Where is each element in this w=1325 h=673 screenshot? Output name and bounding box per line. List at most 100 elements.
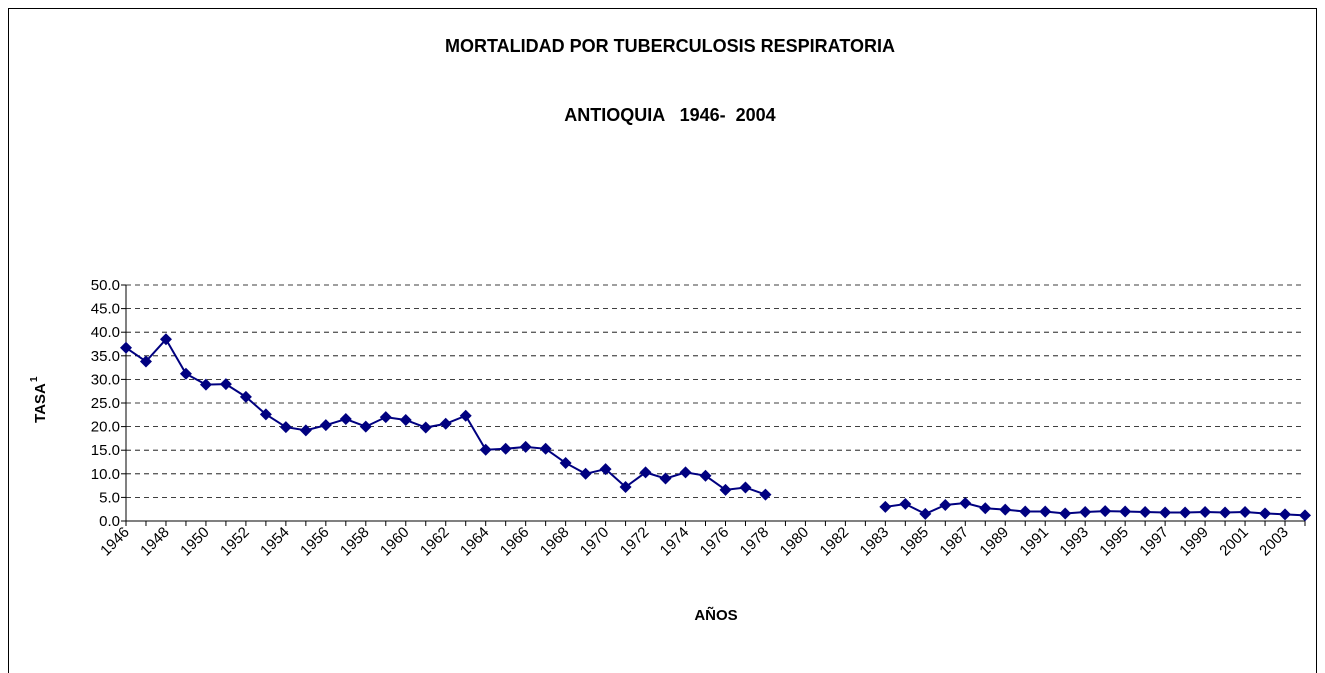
- data-point: [319, 419, 332, 432]
- data-point: [1019, 505, 1032, 518]
- data-point: [559, 456, 572, 469]
- x-tick-label: 1948: [137, 524, 173, 560]
- data-point: [1259, 507, 1272, 520]
- data-point: [499, 442, 512, 455]
- data-point: [1119, 505, 1132, 518]
- data-point: [759, 488, 772, 501]
- data-point: [159, 333, 172, 346]
- data-point: [599, 463, 612, 476]
- x-tick-label: 1968: [537, 524, 573, 560]
- data-point: [279, 421, 292, 434]
- data-point: [999, 503, 1012, 516]
- chart-title: MORTALIDAD POR TUBERCULOSIS RESPIRATORIA: [445, 36, 895, 56]
- y-tick-label: 15.0: [91, 442, 120, 459]
- data-point: [239, 390, 252, 403]
- data-point: [539, 442, 552, 455]
- data-point: [120, 341, 132, 354]
- data-point: [659, 472, 672, 485]
- y-tick-label: 10.0: [91, 466, 120, 483]
- x-tick-label: 1956: [297, 524, 333, 560]
- y-axis-title: TASA 1: [29, 376, 49, 423]
- data-point: [179, 367, 192, 380]
- x-label: AÑOS: [694, 606, 737, 624]
- data-point: [1059, 507, 1072, 520]
- y-tick-label: 0.0: [99, 513, 120, 530]
- x-tick-label: 1954: [257, 524, 293, 560]
- data-point: [699, 469, 712, 482]
- data-point: [1299, 509, 1311, 522]
- data-point: [439, 417, 452, 430]
- x-tick-label: 1999: [1176, 524, 1212, 560]
- y-tick-label: 25.0: [91, 395, 120, 412]
- y-tick-label: 50.0: [91, 277, 120, 294]
- data-point: [719, 483, 732, 496]
- data-point: [259, 408, 272, 421]
- data-point: [219, 378, 232, 391]
- data-point: [1099, 505, 1112, 518]
- data-point: [1039, 505, 1052, 518]
- chart-border: [8, 8, 1317, 673]
- data-point: [959, 497, 972, 510]
- data-point: [1079, 506, 1092, 519]
- data-point: [899, 498, 912, 511]
- series-line: [125, 337, 1306, 517]
- chart-subtitle: ANTIOQUIA 1946- 2004: [564, 105, 775, 125]
- data-point: [299, 424, 312, 437]
- x-tick-label: 1960: [377, 524, 413, 560]
- x-tick-label: 1983: [857, 524, 893, 560]
- data-point: [519, 440, 532, 453]
- y-label-superscript: 1: [29, 376, 40, 382]
- x-tick-label: 1989: [976, 524, 1012, 560]
- data-point: [739, 481, 752, 494]
- x-tick-label: 1972: [617, 524, 653, 560]
- x-tick-label: 1985: [897, 524, 933, 560]
- data-point: [879, 500, 892, 513]
- y-tick-label: 5.0: [99, 489, 120, 506]
- data-point: [459, 409, 472, 422]
- data-point: [199, 378, 212, 391]
- y-tick-label: 30.0: [91, 371, 120, 388]
- y-tick-label: 35.0: [91, 348, 120, 365]
- x-tick-label: 1980: [777, 524, 813, 560]
- y-tick-label: 40.0: [91, 324, 120, 341]
- x-tick-label: 1966: [497, 524, 533, 560]
- x-tick-label: 1978: [737, 524, 773, 560]
- x-tick-label: 1962: [417, 524, 453, 560]
- data-point: [679, 466, 692, 479]
- x-tick-label: 1997: [1136, 524, 1172, 560]
- data-point: [339, 413, 352, 426]
- x-tick-label: 1976: [697, 524, 733, 560]
- y-tick-label: 45.0: [91, 301, 120, 318]
- x-tick-label: 2003: [1256, 524, 1292, 560]
- data-point: [139, 355, 152, 368]
- x-tick-label: 1991: [1016, 524, 1052, 560]
- data-point: [1199, 506, 1212, 519]
- x-tick-label: 1950: [177, 524, 213, 560]
- y-tick-label: 20.0: [91, 419, 120, 436]
- data-point: [399, 413, 412, 426]
- data-point: [639, 466, 652, 479]
- data-point: [579, 467, 592, 480]
- data-point: [1279, 508, 1292, 521]
- x-tick-label: 1952: [217, 524, 253, 560]
- data-point: [979, 502, 992, 515]
- data-point: [419, 421, 432, 434]
- data-point: [939, 498, 952, 511]
- y-label: TASA: [32, 383, 49, 423]
- x-tick-label: 1974: [657, 524, 693, 560]
- data-point: [359, 420, 372, 433]
- data-point: [1179, 506, 1192, 519]
- x-tick-label: 1982: [817, 524, 853, 560]
- data-point: [1159, 506, 1172, 519]
- x-tick-label: 1970: [577, 524, 613, 560]
- x-tick-label: 1987: [936, 524, 972, 560]
- data-point: [1139, 506, 1152, 519]
- x-tick-label: 1995: [1096, 524, 1132, 560]
- x-tick-label: 1958: [337, 524, 373, 560]
- data-point: [619, 481, 632, 494]
- x-tick-label: 1964: [457, 524, 493, 560]
- x-tick-label: 1993: [1056, 524, 1092, 560]
- x-tick-label: 2001: [1216, 524, 1252, 560]
- data-point: [379, 411, 392, 424]
